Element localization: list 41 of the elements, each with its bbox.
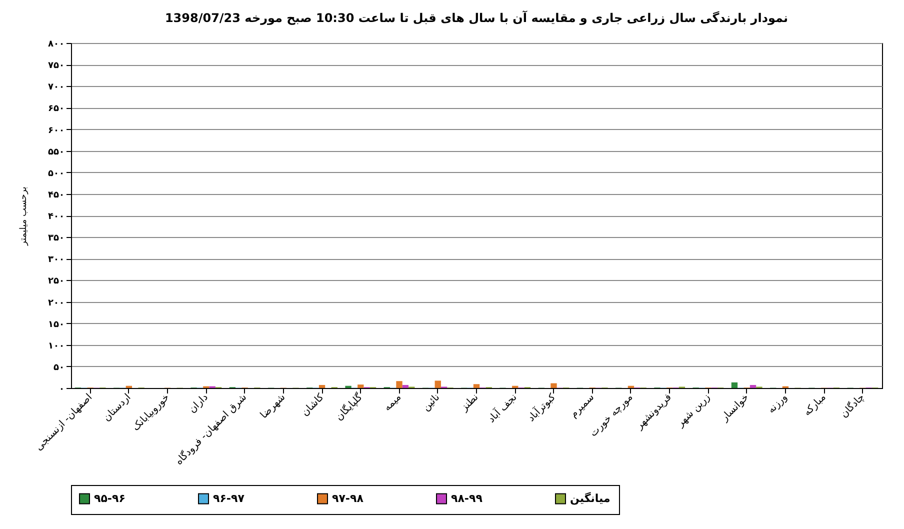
legend-label: میانگین — [570, 492, 610, 505]
x-tick-label: نائین — [420, 392, 442, 414]
y-tick-label: ۴۵۰ — [48, 190, 64, 200]
x-tick-label: گلپایگان — [333, 391, 366, 423]
x-tick-label: چادگان — [838, 391, 867, 420]
x-tick-label: داران — [186, 392, 210, 416]
y-tick-label: ۴۰۰ — [48, 212, 64, 222]
y-tick-label: ۷۵۰ — [48, 61, 64, 72]
chart-title: نمودار بارندگی سال زراعی جاری و مقایسه آن با سال های قبل تا ساعت 10:30 صبح مورخه 1398/07/23 — [164, 10, 788, 25]
x-tick-label: کبوترآباد — [524, 390, 558, 424]
x-tick-label: میمه — [382, 392, 404, 414]
legend-label: ۹۸-۹۹ — [451, 492, 483, 505]
x-tick-label: مبارکه — [802, 392, 828, 418]
y-tick-label: ۱۵۰ — [48, 320, 64, 330]
legend-label: ۹۵-۹۶ — [94, 492, 126, 505]
y-tick-label: ۲۵۰ — [48, 276, 64, 287]
x-tick-label: نجف آباد — [484, 390, 520, 426]
y-tick-label: ۰ — [59, 384, 64, 394]
x-tick-label: کاشان — [300, 392, 326, 419]
x-tick-label: خوانسار — [718, 392, 752, 424]
y-tick-label: ۳۰۰ — [48, 255, 64, 266]
y-tick-label: ۵۵۰ — [48, 147, 64, 158]
y-tick-label: ۳۵۰ — [48, 234, 64, 244]
y-tick-label: ۷۰۰ — [48, 82, 64, 93]
x-tick-label: زرین شهر — [674, 392, 713, 430]
x-tick-label: سمیرم — [568, 392, 597, 420]
x-tick-label: شهرضا — [258, 392, 288, 421]
y-tick-label: ۶۵۰ — [48, 104, 64, 114]
x-tick-label: فریدونشهر — [634, 392, 674, 432]
y-tick-label: ۲۰۰ — [48, 298, 64, 308]
y-tick-label: ۶۰۰ — [48, 126, 64, 136]
y-tick-label: ۵۰ — [54, 362, 64, 373]
x-tick-label: اصفهان- ازنسنجی — [34, 392, 95, 453]
x-tick-label: ورزنه — [766, 392, 790, 416]
y-tick-label: ۸۰۰ — [48, 40, 64, 50]
y-tick-label: ۱۰۰ — [48, 341, 64, 352]
legend-label: ۹۶-۹۷ — [213, 492, 245, 505]
x-tick-label: نطنز — [458, 392, 481, 414]
y-tick-label: ۵۰۰ — [48, 168, 64, 179]
y-axis-title: برحسب میلیمتر — [19, 186, 30, 246]
legend-label: ۹۷-۹۸ — [332, 492, 364, 505]
